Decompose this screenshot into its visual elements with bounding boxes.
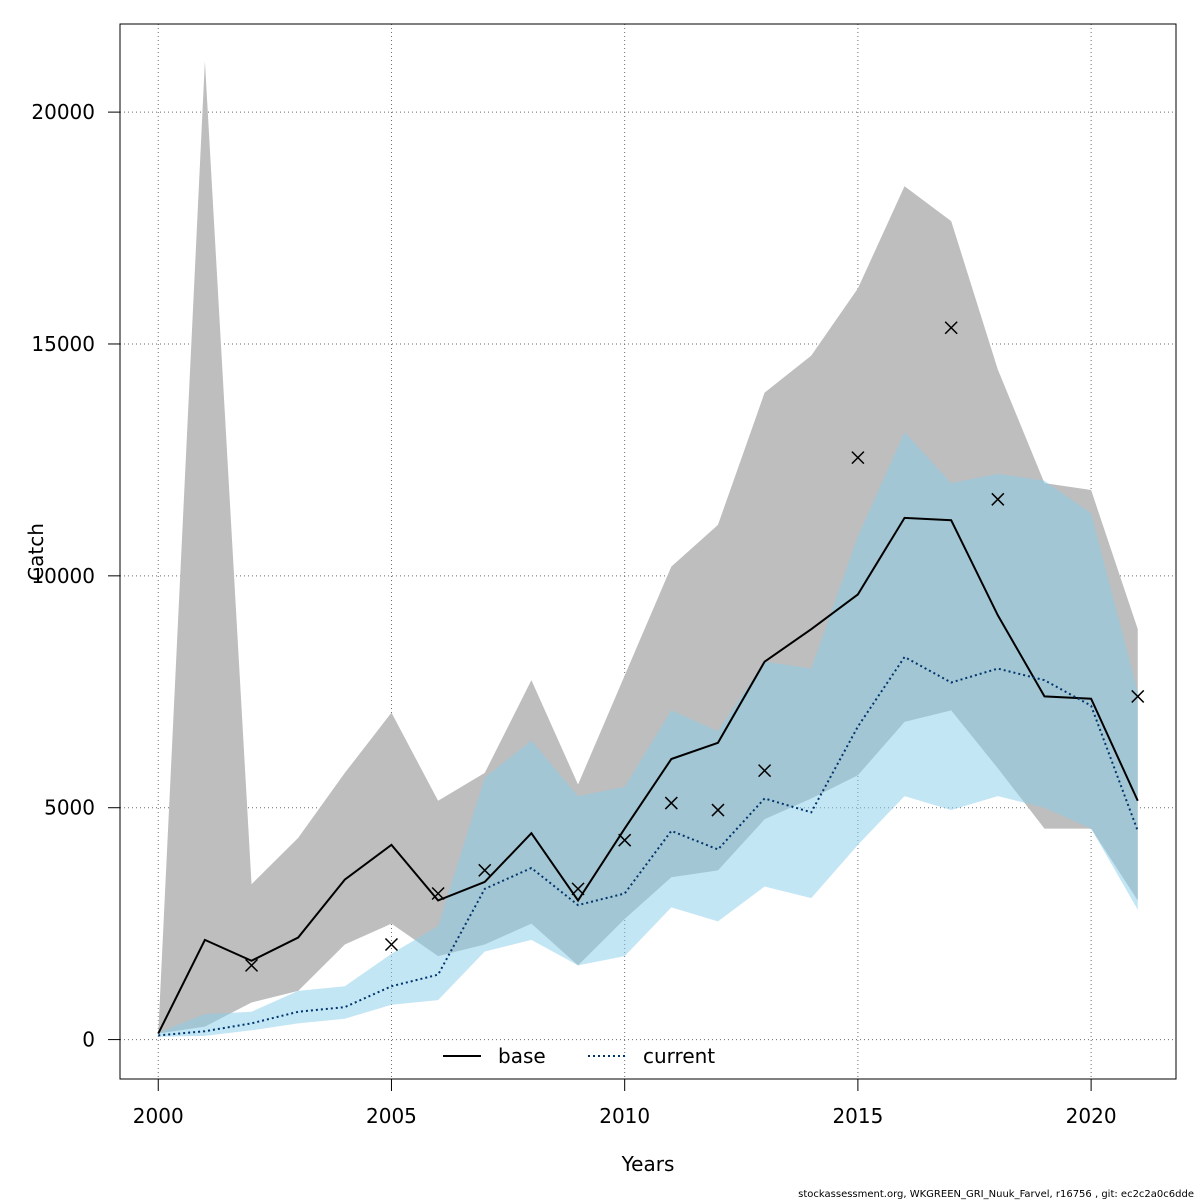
series-lines xyxy=(157,516,1139,1037)
observation-marker-2017 xyxy=(944,321,958,335)
current-confidence-band xyxy=(158,432,1138,1037)
axes: 2000 2005 2010 2015 2020 0 5000 10000 15000 20000 xyxy=(31,100,1116,1128)
observation-marker-2002 xyxy=(245,958,259,972)
x-axis-title: Years xyxy=(621,1152,675,1176)
observation-marker-2015 xyxy=(851,451,865,465)
y-tick-label-10000: 10000 xyxy=(31,564,95,588)
legend-label-base: base xyxy=(498,1044,546,1068)
base-confidence-band xyxy=(158,61,1138,1034)
confidence-bands xyxy=(158,61,1138,1037)
current-series-line xyxy=(158,655,1139,1037)
observation-marker-2018 xyxy=(991,492,1005,506)
x-tick-label-2020: 2020 xyxy=(1066,1104,1117,1128)
observation-marker-2012 xyxy=(711,803,725,817)
observation-marker-2007 xyxy=(478,863,492,877)
observation-marker-2009 xyxy=(571,882,585,896)
y-axis-title: Catch xyxy=(24,523,48,581)
y-tick-label-5000: 5000 xyxy=(44,796,95,820)
x-tick-label-2010: 2010 xyxy=(599,1104,650,1128)
observation-marker-2013 xyxy=(758,764,772,778)
observation-markers xyxy=(245,321,1145,972)
footer-note: stockassessment.org, WKGREEN_GRI_Nuuk_Fa… xyxy=(798,1189,1194,1200)
x-tick-label-2005: 2005 xyxy=(366,1104,417,1128)
y-tick-label-0: 0 xyxy=(82,1028,95,1052)
x-tick-label-2015: 2015 xyxy=(832,1104,883,1128)
legend: base current xyxy=(443,1044,715,1068)
y-tick-label-20000: 20000 xyxy=(31,100,95,124)
observation-marker-2006 xyxy=(431,886,445,901)
observation-marker-2021 xyxy=(1131,689,1145,703)
y-tick-label-15000: 15000 xyxy=(31,332,95,356)
observation-marker-2005 xyxy=(384,937,398,952)
x-tick-label-2000: 2000 xyxy=(133,1104,184,1128)
observation-marker-2011 xyxy=(664,796,678,810)
observation-marker-2010 xyxy=(618,833,632,847)
legend-label-current: current xyxy=(643,1044,715,1068)
base-series-line xyxy=(157,516,1139,1034)
